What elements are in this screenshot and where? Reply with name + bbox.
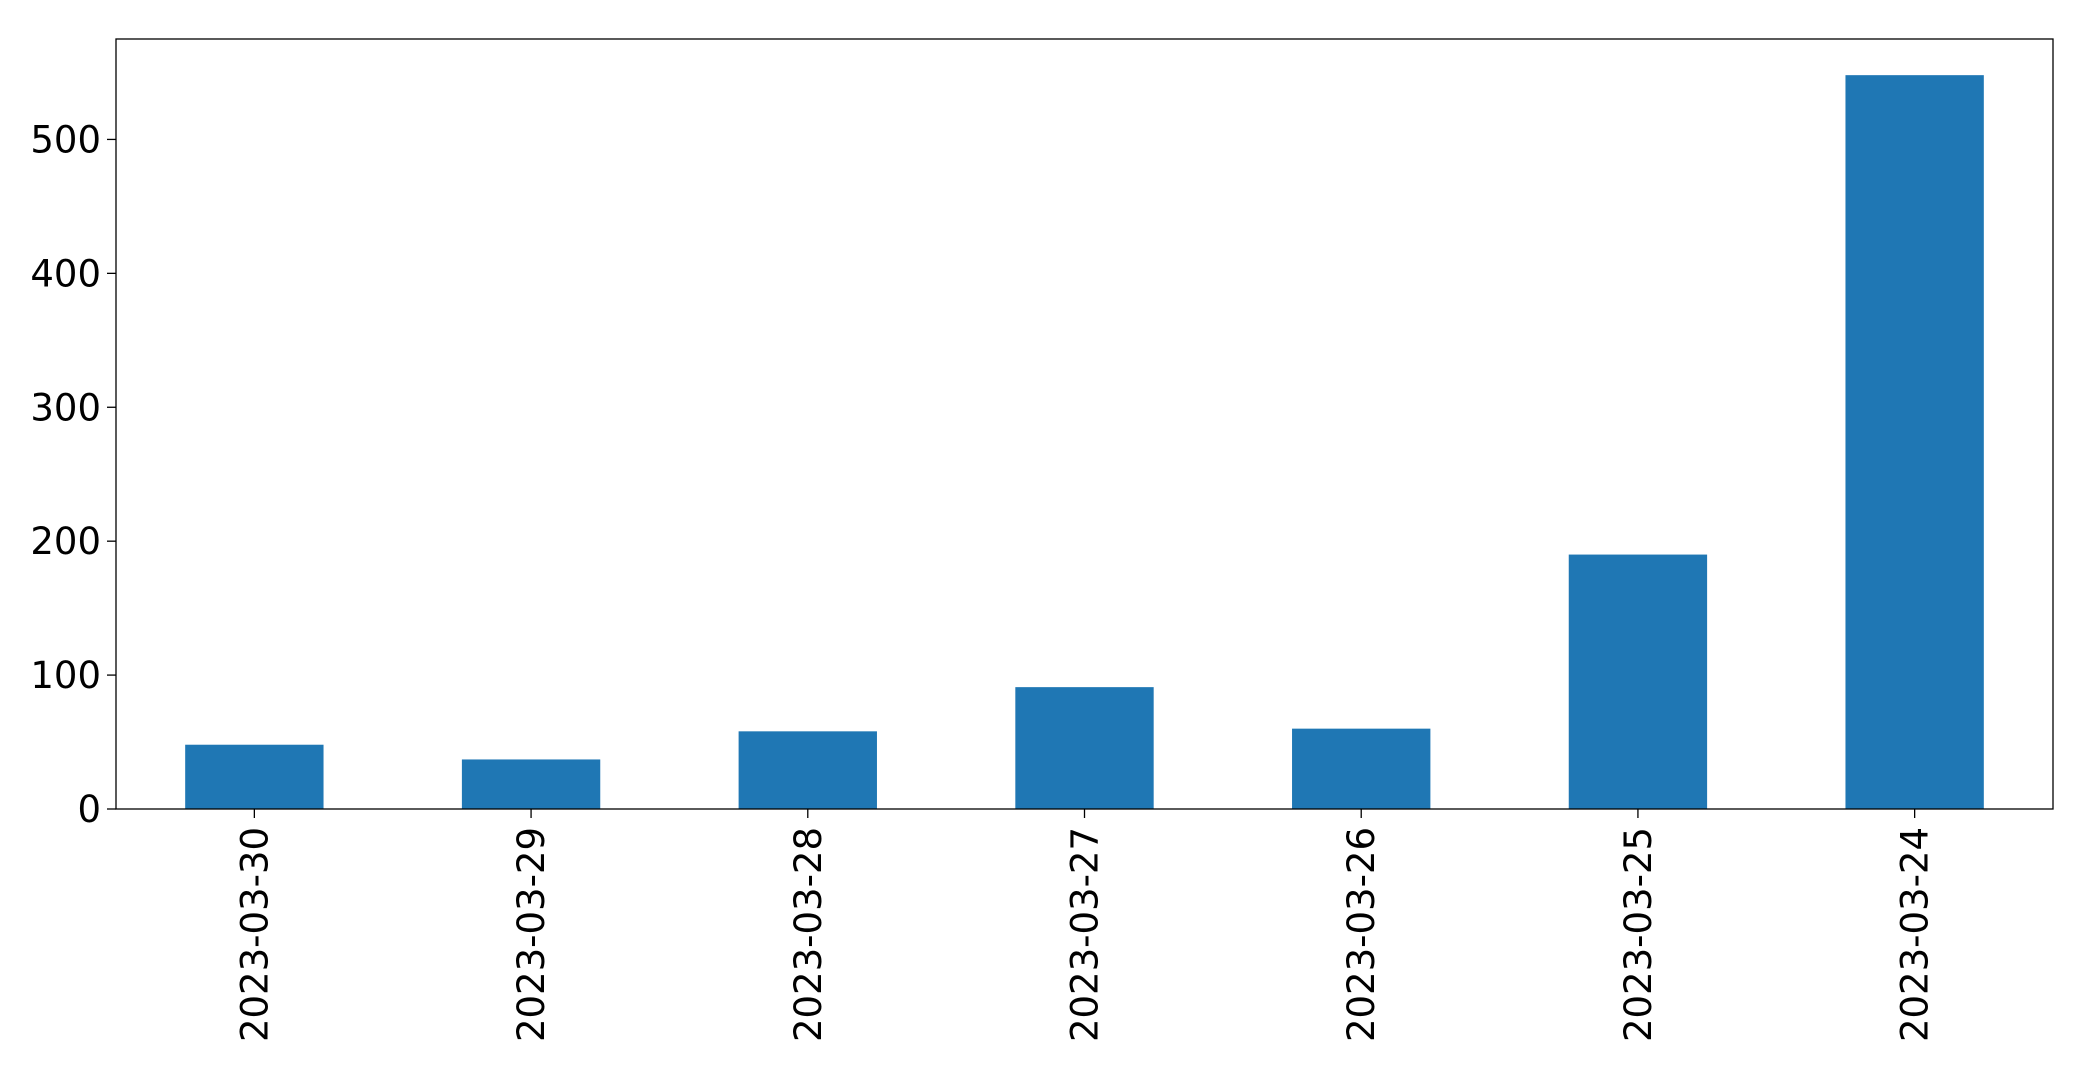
x-tick-label: 2023-03-25 <box>1617 827 1660 1042</box>
bar <box>1292 728 1431 809</box>
y-tick-label: 100 <box>30 654 101 697</box>
y-tick-label: 400 <box>30 252 101 295</box>
x-tick-label: 2023-03-30 <box>233 827 276 1042</box>
bar <box>1845 75 1984 810</box>
y-tick-label: 300 <box>30 386 101 429</box>
bar <box>1015 687 1154 809</box>
x-tick-label: 2023-03-29 <box>510 827 553 1042</box>
y-tick-label: 200 <box>30 520 101 563</box>
bar <box>738 731 877 809</box>
bar <box>1568 554 1708 809</box>
plot-frame <box>115 38 2054 810</box>
x-tick-label: 2023-03-26 <box>1340 827 1383 1042</box>
x-tick-label: 2023-03-24 <box>1894 827 1937 1042</box>
bar <box>185 744 324 809</box>
x-tick-label: 2023-03-27 <box>1064 827 1107 1042</box>
y-tick-label: 0 <box>77 788 101 831</box>
y-tick-label: 500 <box>30 118 101 161</box>
x-tick-label: 2023-03-28 <box>787 827 830 1042</box>
bar <box>461 759 601 809</box>
